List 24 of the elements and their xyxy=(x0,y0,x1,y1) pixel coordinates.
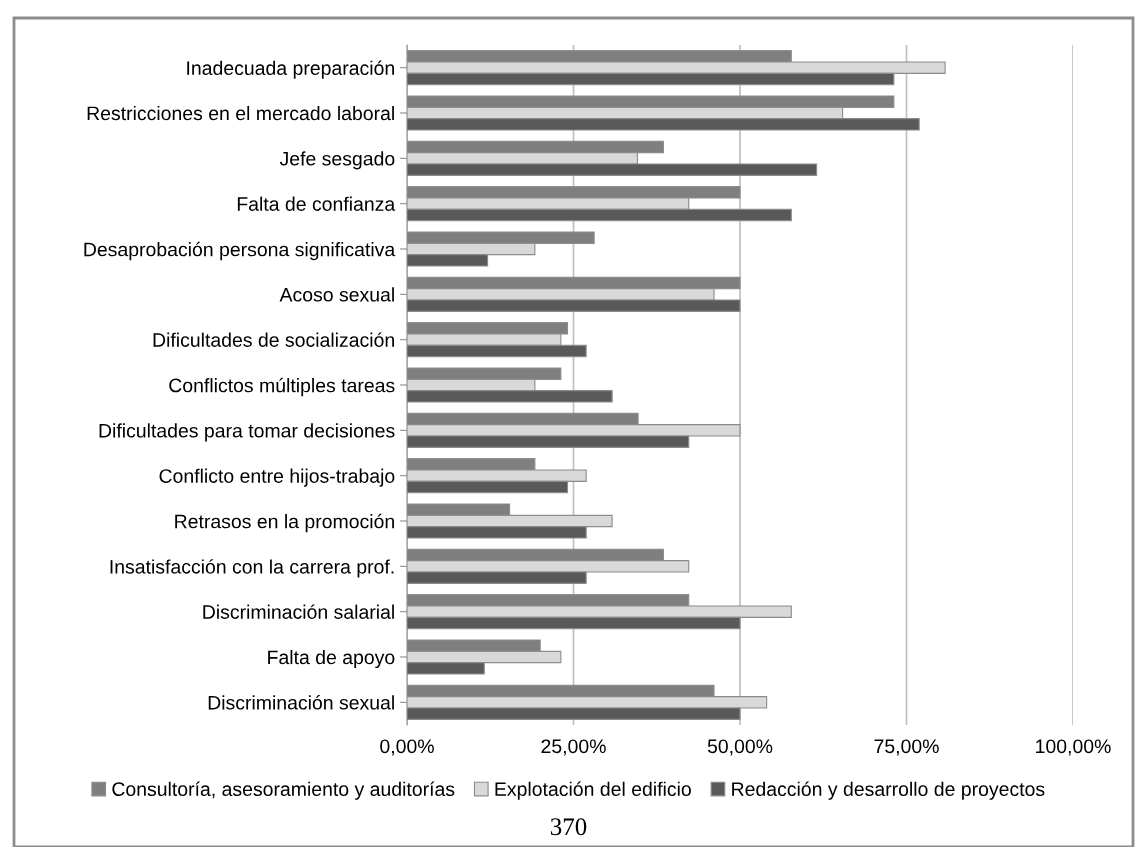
y-tick-label: Falta de confianza xyxy=(237,196,396,211)
y-tick-label: Conflicto entre hijos-trabajo xyxy=(159,468,395,487)
x-tick-label: 75,00% xyxy=(874,739,939,756)
y-tick-label: Acoso sexual xyxy=(279,287,394,302)
y-tick-label: Jefe sesgado xyxy=(279,151,395,170)
legend-label: Redacción y desarrollo de proyectos xyxy=(732,781,1045,800)
legend-label: Consultoría, asesoramiento y auditorías xyxy=(112,781,455,800)
x-tick-label: 100,00% xyxy=(1036,739,1111,756)
x-tick-label: 25,00% xyxy=(541,739,606,756)
y-tick-label: Restricciones en el mercado laboral xyxy=(87,105,394,121)
y-tick-label: Dificultades para tomar decisiones xyxy=(99,423,395,442)
y-tick-label: Discriminación salarial xyxy=(203,604,394,619)
y-tick-label: Discriminación sexual xyxy=(208,695,394,710)
y-tick-label: Inadecuada preparación xyxy=(187,60,394,79)
y-tick-label: Conflictos múltiples tareas xyxy=(169,377,395,397)
y-tick-label: Falta de apoyo xyxy=(268,649,395,669)
x-tick-label: 0,00% xyxy=(380,739,434,756)
text: 370 xyxy=(550,818,587,836)
y-tick-label: Insatisfacción con la carrera prof. xyxy=(110,559,394,578)
x-tick-label: 50,00% xyxy=(707,739,773,756)
y-tick-label: Dificultades de socialización xyxy=(153,332,394,347)
legend-label: Explotación del edificio xyxy=(495,781,691,800)
y-tick-label: Desaprobación persona significativa xyxy=(84,241,396,261)
y-tick-label: Retrasos en la promoción xyxy=(175,513,394,533)
